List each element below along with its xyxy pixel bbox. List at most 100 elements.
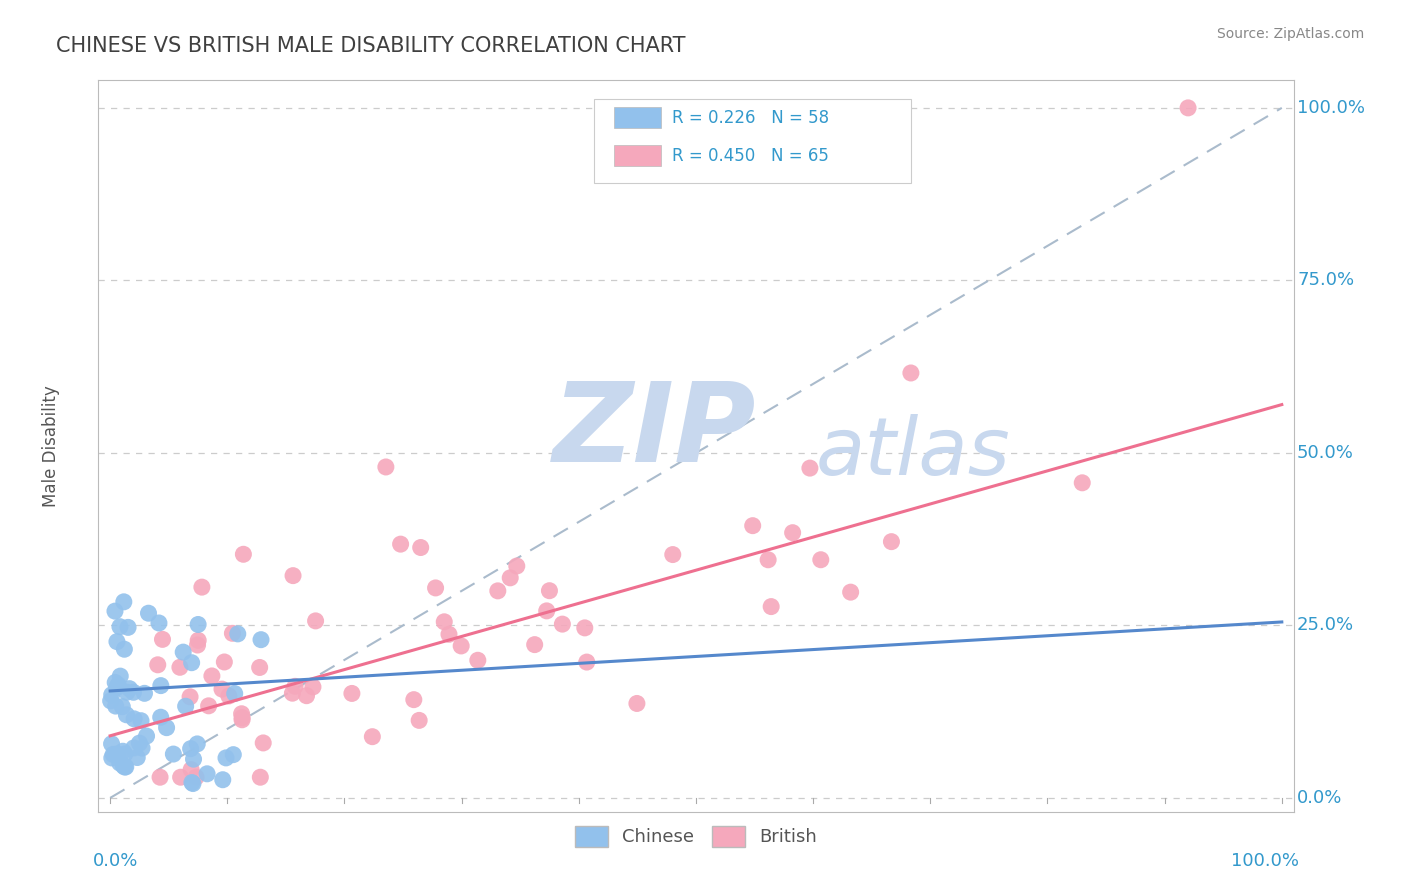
Point [231,706,253,721]
Point [486,583,509,598]
Point [105,681,128,695]
Point [361,730,384,744]
Point [127,750,149,764]
Point [122,712,145,726]
Point [759,599,782,614]
Text: ZIP: ZIP [553,378,756,485]
Point [250,632,273,647]
Point [183,752,205,766]
Text: 100.0%: 100.0% [1232,852,1299,870]
Point [340,686,363,700]
Text: atlas: atlas [815,414,1011,492]
Point [538,583,561,598]
Point [112,642,135,657]
Point [117,620,139,634]
Point [187,638,209,652]
Point [112,759,135,773]
Point [284,679,307,693]
Text: R = 0.450   N = 65: R = 0.450 N = 65 [672,147,830,165]
Point [839,585,862,599]
Point [146,657,169,672]
Point [374,460,396,475]
Point [232,547,254,561]
Point [211,682,233,697]
Text: 50.0%: 50.0% [1298,444,1354,462]
FancyBboxPatch shape [595,99,911,183]
Point [741,518,763,533]
Point [249,660,271,674]
Point [131,741,153,756]
Point [129,714,152,728]
Point [799,461,821,475]
Point [214,655,236,669]
Point [661,548,683,562]
Point [100,688,122,702]
Point [114,747,136,761]
Point [437,627,460,641]
Point [252,736,274,750]
Point [172,645,194,659]
Point [187,633,209,648]
Point [1177,101,1199,115]
Point [249,770,271,784]
Point [224,687,246,701]
Text: 0.0%: 0.0% [93,852,138,870]
Point [191,580,214,594]
Point [162,747,184,761]
Text: 100.0%: 100.0% [1298,99,1365,117]
Text: Male Disability: Male Disability [42,385,59,507]
Point [626,697,648,711]
Point [450,639,472,653]
Point [180,656,202,670]
Point [304,614,326,628]
Point [402,692,425,706]
Point [181,776,204,790]
Point [180,741,202,756]
Point [174,699,197,714]
Point [215,751,238,765]
Point [221,626,243,640]
Point [184,770,207,784]
Point [118,681,141,696]
Point [122,685,145,699]
Point [222,747,245,762]
Point [499,571,522,585]
Point [104,699,127,714]
Point [880,534,903,549]
Point [122,740,145,755]
Point [149,710,172,724]
Point [195,766,218,780]
Point [425,581,447,595]
Point [104,675,127,690]
Point [108,620,131,634]
Point [149,770,172,784]
Point [180,763,202,777]
Point [211,772,233,787]
Point [114,760,136,774]
Point [900,366,922,380]
Point [389,537,412,551]
Text: 75.0%: 75.0% [1298,271,1354,289]
Point [810,553,832,567]
Point [107,678,129,692]
Legend: Chinese, British: Chinese, British [568,819,824,854]
FancyBboxPatch shape [613,145,661,166]
Point [197,698,219,713]
Point [409,541,432,555]
Point [467,653,489,667]
Point [112,595,135,609]
Point [101,751,124,765]
Point [149,679,172,693]
Point [506,559,529,574]
Point [302,680,325,694]
Point [1071,475,1094,490]
Text: Source: ZipAtlas.com: Source: ZipAtlas.com [1216,27,1364,41]
Text: CHINESE VS BRITISH MALE DISABILITY CORRELATION CHART: CHINESE VS BRITISH MALE DISABILITY CORRE… [56,36,686,55]
Point [186,737,208,751]
Point [105,747,128,761]
Point [523,638,546,652]
Point [135,729,157,743]
Point [100,694,122,708]
Point [231,713,253,727]
Point [108,756,131,770]
